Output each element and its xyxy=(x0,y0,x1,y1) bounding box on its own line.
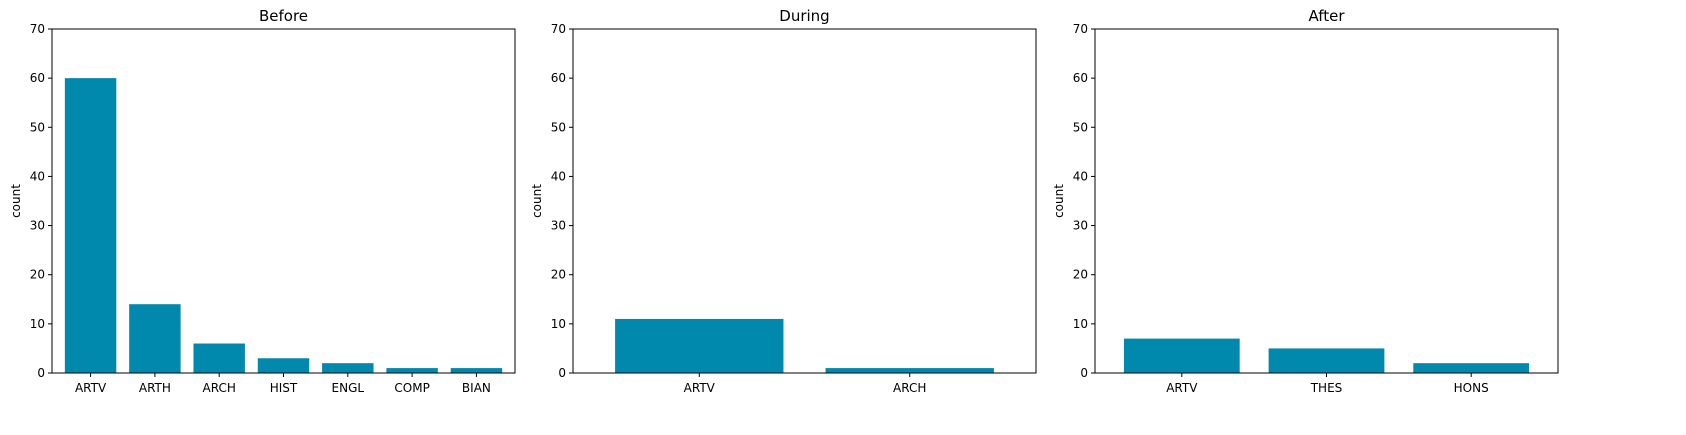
y-axis-label: count xyxy=(530,184,544,218)
y-tick-label: 60 xyxy=(1073,71,1088,85)
x-tick-label: ENGL xyxy=(332,381,365,395)
y-tick-label: 50 xyxy=(1073,120,1088,134)
y-tick-label: 70 xyxy=(551,22,566,36)
subplot-title: Before xyxy=(259,7,308,25)
x-tick-label: THES xyxy=(1310,381,1343,395)
x-tick-label: ARTH xyxy=(139,381,171,395)
y-tick-label: 30 xyxy=(30,219,45,233)
x-tick-label: HIST xyxy=(270,381,298,395)
bar-bian xyxy=(450,368,503,373)
y-tick-label: 40 xyxy=(30,169,45,183)
bar-artv xyxy=(615,318,784,373)
y-axis-label: count xyxy=(1052,184,1066,218)
bar-artv xyxy=(1123,338,1240,373)
y-axis-label: count xyxy=(9,184,23,218)
x-tick-label: BIAN xyxy=(462,381,491,395)
bar-arth xyxy=(129,304,181,373)
bar-arch xyxy=(193,343,245,373)
y-tick-label: 40 xyxy=(1073,169,1088,183)
bar-comp xyxy=(386,368,438,373)
y-tick-label: 0 xyxy=(1080,366,1088,380)
bar-artv xyxy=(64,78,117,374)
axes-frame xyxy=(1094,28,1559,374)
bar-arch xyxy=(825,368,994,373)
bar-engl xyxy=(322,363,374,373)
axes-frame xyxy=(51,28,516,374)
subplot-title: After xyxy=(1308,7,1345,25)
y-tick-label: 30 xyxy=(551,219,566,233)
subplot-title: During xyxy=(779,7,829,25)
x-tick-label: COMP xyxy=(394,381,429,395)
y-tick-label: 60 xyxy=(30,71,45,85)
y-tick-label: 40 xyxy=(551,169,566,183)
x-tick-label: ARTV xyxy=(684,381,716,395)
y-tick-label: 70 xyxy=(1073,22,1088,36)
subplot-during: 0 10 20 30 40 50 60 70 ARTV ARCH During count xyxy=(530,7,1037,395)
axes-frame xyxy=(572,28,1037,374)
y-tick-label: 50 xyxy=(30,120,45,134)
y-tick-label: 30 xyxy=(1073,219,1088,233)
bar-hist xyxy=(257,358,310,373)
x-tick-label: HONS xyxy=(1454,381,1489,395)
y-tick-label: 0 xyxy=(558,366,566,380)
bar-thes xyxy=(1268,348,1385,373)
y-tick-label: 20 xyxy=(30,268,45,282)
y-tick-label: 50 xyxy=(551,120,566,134)
x-tick-label: ARTV xyxy=(1166,381,1198,395)
y-tick-label: 10 xyxy=(551,317,566,331)
bar-hons xyxy=(1413,363,1530,373)
y-tick-label: 10 xyxy=(30,317,45,331)
subplot-before: 0 10 20 30 40 50 60 70 ARTV ARTH ARCH HIST ENGL COMP B… xyxy=(9,7,516,395)
y-tick-label: 70 xyxy=(30,22,45,36)
x-tick-label: ARCH xyxy=(203,381,236,395)
x-tick-label: ARCH xyxy=(893,381,926,395)
y-tick-label: 10 xyxy=(1073,317,1088,331)
y-tick-label: 20 xyxy=(1073,268,1088,282)
subplot-after: 0 10 20 30 40 50 60 70 ARTV THES HONS After count xyxy=(1052,7,1559,395)
x-tick-label: ARTV xyxy=(75,381,107,395)
y-tick-label: 0 xyxy=(37,366,45,380)
y-tick-label: 60 xyxy=(551,71,566,85)
y-tick-label: 20 xyxy=(551,268,566,282)
